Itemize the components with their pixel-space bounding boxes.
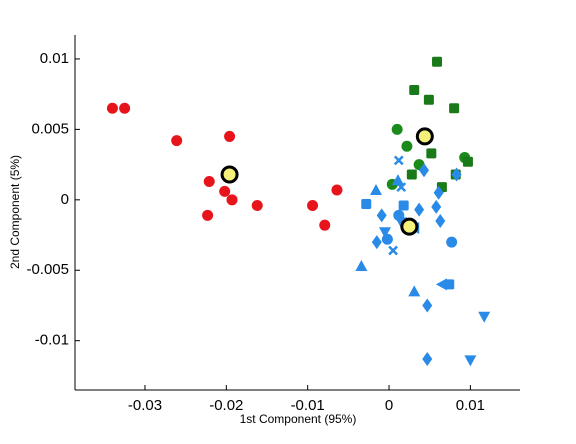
point: [331, 184, 343, 196]
y-tick-label: -0.005: [26, 261, 69, 278]
y-tick-label: 0.01: [40, 50, 69, 67]
point: [106, 102, 118, 114]
y-tick-label: 0: [61, 191, 69, 208]
point: [422, 352, 433, 367]
point: [307, 199, 319, 211]
point: [388, 245, 398, 256]
point: [408, 285, 421, 297]
point: [219, 185, 231, 197]
point: [251, 199, 263, 211]
point: [224, 130, 236, 142]
point: [361, 199, 372, 210]
point: [432, 56, 443, 67]
point: [462, 156, 473, 167]
point: [391, 174, 404, 186]
point: [119, 102, 131, 114]
x-tick-label: 0: [385, 397, 393, 414]
y-axis-label: 2nd Component (5%): [8, 155, 22, 269]
point: [381, 233, 393, 245]
point: [435, 213, 446, 228]
point: [355, 260, 368, 272]
point: [376, 208, 387, 223]
point: [426, 148, 437, 159]
point: [446, 236, 458, 248]
point: [203, 176, 215, 188]
point: [464, 355, 477, 367]
point: [406, 169, 417, 180]
x-tick-label: -0.02: [209, 397, 243, 414]
point: [435, 278, 447, 291]
y-tick-label: -0.01: [35, 332, 69, 349]
point: [398, 200, 409, 211]
point: [422, 298, 433, 313]
point: [396, 182, 407, 193]
point: [378, 227, 391, 239]
point: [431, 199, 442, 214]
point: [423, 94, 434, 105]
point: [171, 135, 183, 147]
point: [478, 311, 491, 323]
point: [419, 163, 430, 178]
point: [391, 123, 403, 135]
point: [400, 217, 419, 236]
point: [451, 167, 462, 182]
point: [370, 183, 383, 195]
point: [319, 219, 331, 231]
x-axis-label: 1st Component (95%): [240, 412, 357, 426]
point: [401, 140, 413, 152]
point: [444, 279, 455, 290]
point: [409, 84, 420, 95]
x-tick-label: 0.01: [456, 397, 485, 414]
x-tick-label: -0.01: [291, 397, 325, 414]
point: [449, 103, 460, 114]
point: [393, 209, 405, 221]
y-tick-label: 0.005: [31, 120, 69, 137]
point: [226, 194, 238, 206]
x-tick-label: -0.03: [128, 397, 162, 414]
point: [202, 209, 214, 221]
point: [414, 202, 425, 217]
point: [415, 127, 434, 146]
point: [220, 165, 239, 184]
point: [393, 155, 404, 166]
point: [371, 235, 382, 250]
point: [433, 185, 444, 200]
